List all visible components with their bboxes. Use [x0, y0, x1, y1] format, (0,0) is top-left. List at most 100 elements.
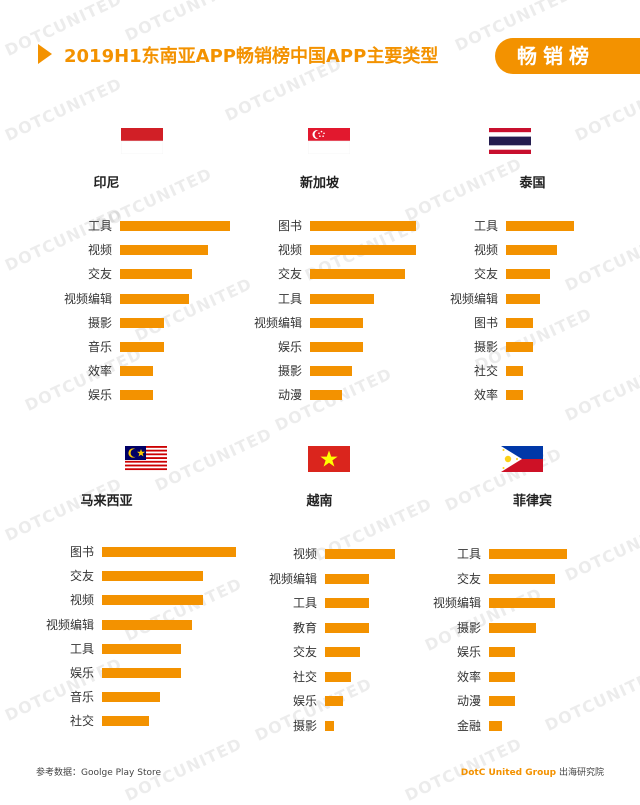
- bar: [325, 549, 395, 559]
- bar-row: 视频编辑: [426, 593, 639, 613]
- malaysia-flag-icon: [125, 446, 167, 472]
- bar-label: 音乐: [69, 690, 94, 705]
- bar: [120, 245, 208, 256]
- bar-row: 社交: [0, 711, 213, 731]
- country-title: 马来西亚: [80, 494, 133, 509]
- bar: [325, 647, 360, 657]
- bar-label: 视频编辑: [268, 571, 317, 586]
- bar-row: 视频: [213, 240, 426, 260]
- bar-label: 娱乐: [69, 666, 94, 680]
- bar-label: 视频: [473, 243, 498, 258]
- bar-row: 交友: [426, 569, 639, 589]
- bar-label: 金融: [456, 718, 481, 733]
- bar-row: 效率: [0, 361, 213, 381]
- country-title: 泰国: [519, 176, 546, 191]
- bar-label: 交友: [69, 569, 94, 584]
- indonesia-flag-icon: [121, 128, 163, 154]
- bar: [489, 671, 515, 682]
- bar: [310, 221, 416, 231]
- bar-label: 工具: [87, 219, 112, 233]
- bar: [489, 598, 556, 608]
- bar-label: 摄影: [277, 364, 302, 379]
- bar-label: 社交: [69, 714, 94, 729]
- bar-label: 工具: [292, 596, 317, 610]
- bar-label: 图书: [277, 219, 302, 233]
- country-title: 新加坡: [299, 176, 339, 191]
- chart-panel-indonesia: 印尼 工具 视频 交友 视频编辑 摄影 音乐 效率 娱乐: [0, 122, 230, 422]
- bar: [102, 716, 149, 727]
- bar-row: 娱乐: [213, 691, 426, 711]
- bar-label: 娱乐: [277, 340, 302, 354]
- bar-label: 视频编辑: [45, 617, 94, 632]
- bar-label: 工具: [473, 219, 498, 233]
- bar-label: 教育: [292, 620, 317, 635]
- bar-row: 工具: [426, 216, 639, 236]
- chart-panel-philippines: 菲律宾 工具 交友 视频编辑 摄影 娱乐 效率 动漫 金融: [426, 440, 639, 740]
- bar: [120, 390, 153, 401]
- bar: [120, 317, 164, 328]
- bar-row: 摄影: [0, 313, 213, 333]
- bar-label: 摄影: [87, 315, 112, 330]
- bar-label: 娱乐: [456, 645, 481, 659]
- bar-row: 工具: [213, 289, 426, 309]
- bar-label: 动漫: [277, 388, 302, 403]
- bar: [310, 245, 416, 256]
- bar: [310, 269, 406, 280]
- title-arrow-icon: [38, 44, 52, 64]
- footer-source: 参考数据：Goolge Play Store: [36, 768, 162, 778]
- page-title: 2019H1东南亚APP畅销榜中国APP主要类型: [64, 46, 439, 67]
- bar-label: 摄影: [473, 340, 498, 354]
- bar: [310, 390, 342, 401]
- bar-row: 动漫: [213, 385, 426, 405]
- bar-label: 图书: [69, 545, 94, 559]
- bar-row: 娱乐: [0, 663, 213, 683]
- bar-label: 工具: [456, 547, 481, 561]
- bar-row: 社交: [213, 667, 426, 687]
- bar-row: 娱乐: [426, 642, 639, 662]
- bar: [489, 720, 503, 731]
- thailand-flag-icon: [489, 128, 531, 154]
- bar: [310, 366, 353, 377]
- bar-row: 视频编辑: [0, 289, 213, 309]
- footer-brand: DotC United Group 出海研究院: [461, 765, 604, 778]
- bar-label: 摄影: [456, 620, 481, 635]
- bar-label: 交友: [473, 267, 498, 282]
- bar-row: 教育: [213, 618, 426, 638]
- bar-row: 工具: [0, 639, 213, 659]
- bar: [489, 549, 567, 559]
- bar-row: 视频编辑: [426, 289, 639, 309]
- bar-label: 视频: [292, 547, 317, 561]
- bar-row: 娱乐: [0, 385, 213, 405]
- bar-label: 效率: [473, 388, 498, 403]
- vietnam-flag-icon: [308, 446, 350, 472]
- bar-label: 视频编辑: [432, 596, 481, 610]
- ranking-badge: 畅销榜: [495, 38, 640, 74]
- bar-label: 图书: [473, 315, 498, 330]
- chart-panel-singapore: 新加坡 图书 视频 交友 工具 视频编辑 娱乐 摄影 动漫: [213, 122, 426, 422]
- bar-row: 效率: [426, 385, 639, 405]
- bar: [310, 317, 363, 328]
- bar: [310, 342, 363, 352]
- bar: [325, 720, 335, 731]
- bar-label: 交友: [277, 267, 302, 282]
- singapore-flag-icon: [308, 128, 350, 154]
- footer-brand-suffix: 出海研究院: [558, 768, 604, 778]
- bar-row: 摄影: [426, 618, 639, 638]
- bar-label: 音乐: [87, 340, 112, 354]
- bar-label: 交友: [292, 645, 317, 659]
- bar: [310, 293, 374, 304]
- bar: [102, 619, 192, 630]
- bar-row: 视频: [426, 240, 639, 260]
- bar: [489, 622, 536, 633]
- bar-label: 交友: [87, 267, 112, 282]
- bar: [489, 573, 556, 584]
- bar-label: 交友: [456, 571, 481, 586]
- bar-row: 视频: [0, 590, 213, 610]
- bar-row: 图书: [213, 216, 426, 236]
- bar-label: 视频编辑: [63, 291, 112, 306]
- bar: [325, 573, 370, 584]
- bar: [506, 390, 523, 401]
- bar-label: 效率: [87, 364, 112, 379]
- bar: [120, 293, 190, 304]
- bar: [102, 692, 160, 703]
